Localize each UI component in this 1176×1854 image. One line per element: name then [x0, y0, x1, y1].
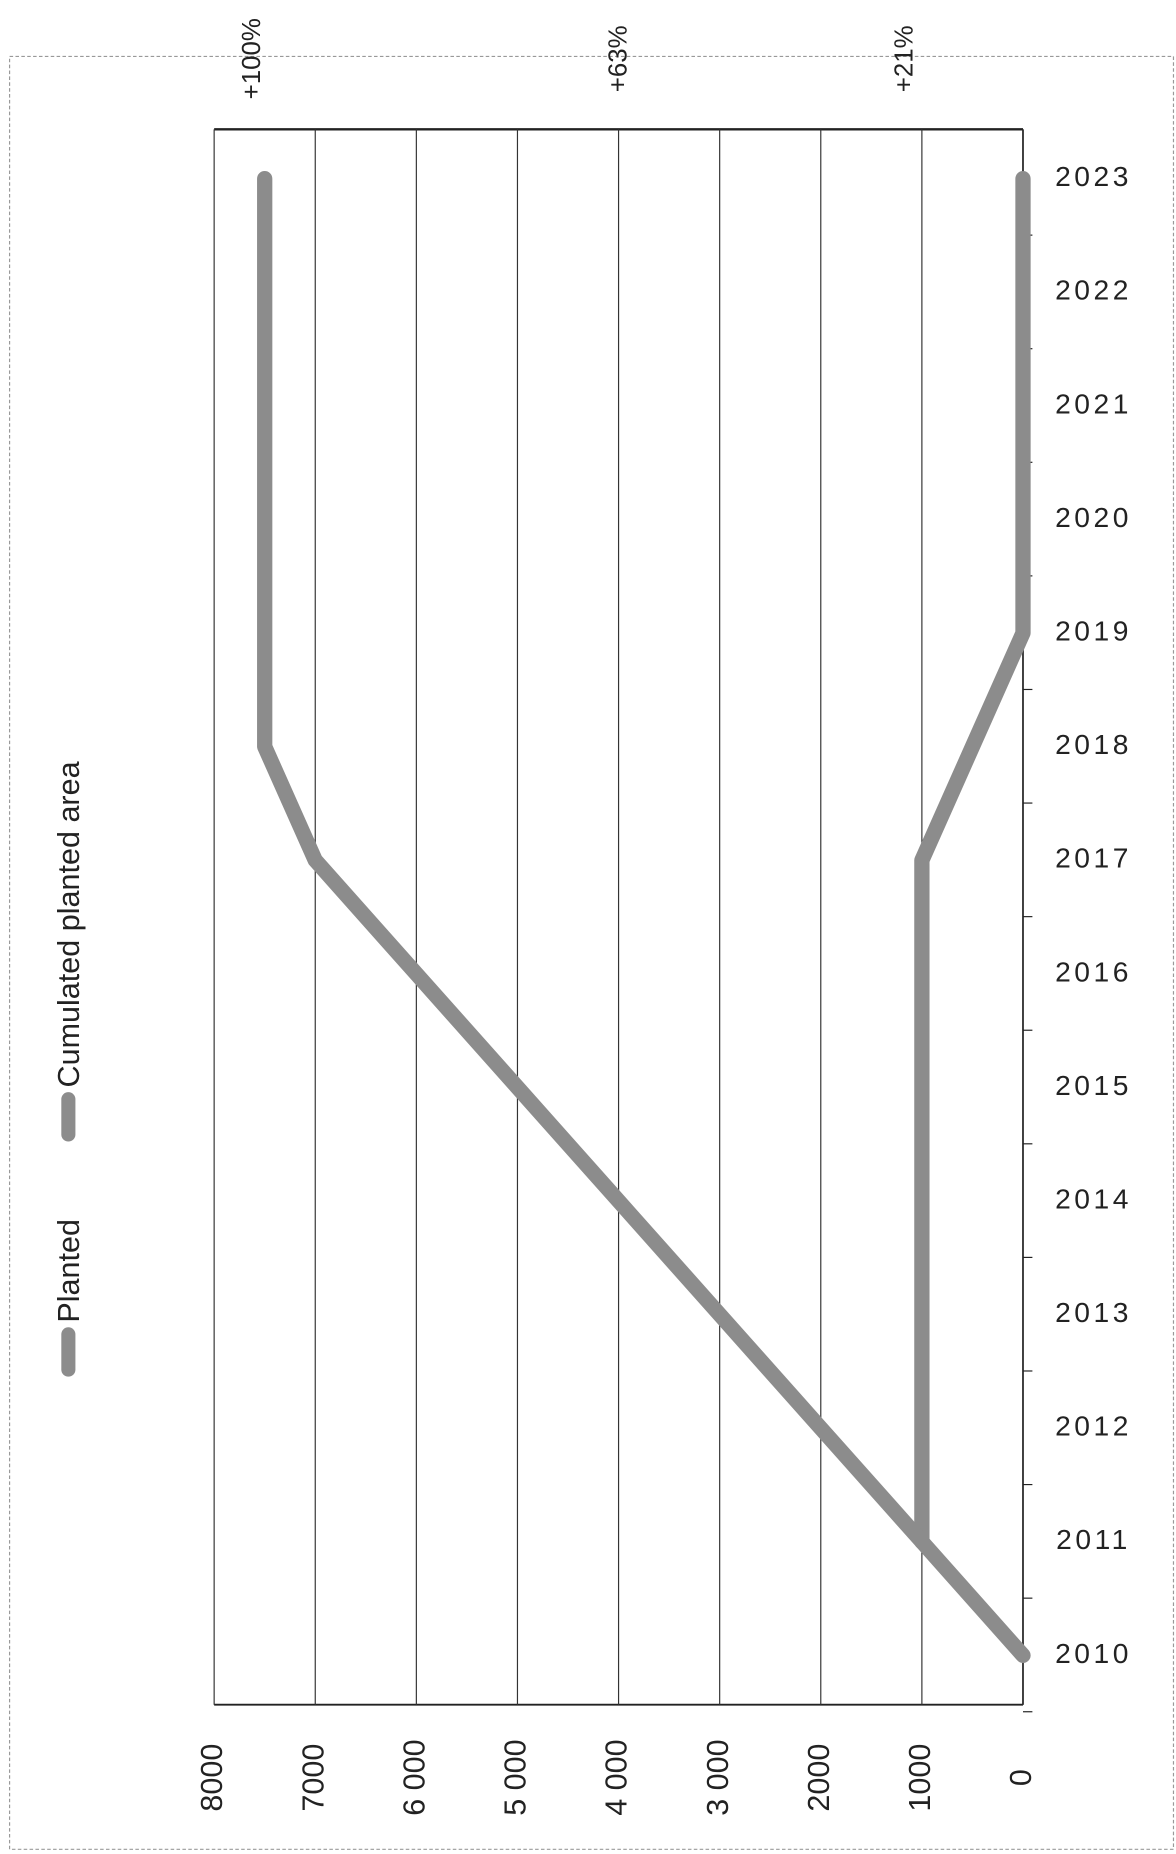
legend-label: Cumulated planted area: [52, 761, 86, 1087]
value-tick-label: 0: [1004, 1769, 1038, 1786]
value-tick-label: 1000: [903, 1744, 937, 1812]
value-tick-label: 5 000: [499, 1739, 533, 1815]
category-tick-label: 2022: [1055, 274, 1132, 306]
value-tick-label: 6 000: [397, 1739, 431, 1815]
category-tick-label: 2019: [1055, 614, 1132, 646]
category-tick-label: 2020: [1055, 501, 1132, 533]
legend-label: Planted: [52, 1219, 86, 1323]
annotation: +21%: [890, 25, 918, 92]
category-tick-label: 2010: [1055, 1637, 1132, 1669]
category-tick-label: 2017: [1055, 842, 1132, 874]
category-tick-label: 2021: [1055, 387, 1132, 419]
annotation: +63%: [605, 25, 633, 92]
category-tick-label: 2014: [1055, 1182, 1132, 1214]
series-line: [914, 171, 1031, 1550]
annotation: +100%: [238, 18, 266, 99]
category-tick-label: 2015: [1055, 1069, 1132, 1101]
value-tick-label: 4 000: [600, 1739, 634, 1815]
value-tick-label: 3 000: [701, 1739, 735, 1815]
value-tick-label: 7000: [296, 1744, 330, 1812]
value-tick-label: 8000: [195, 1744, 229, 1812]
category-tick-label: 2011: [1056, 1523, 1131, 1555]
category-tick-label: 2023: [1055, 160, 1132, 192]
category-tick-label: 2012: [1055, 1410, 1132, 1442]
value-tick-label: 2000: [802, 1744, 836, 1812]
category-tick-label: 2013: [1055, 1296, 1132, 1328]
frame: [8, 55, 1175, 1850]
series-line: [257, 171, 1031, 1663]
category-tick-label: 2016: [1055, 955, 1132, 987]
category-tick-label: 2018: [1055, 728, 1132, 760]
